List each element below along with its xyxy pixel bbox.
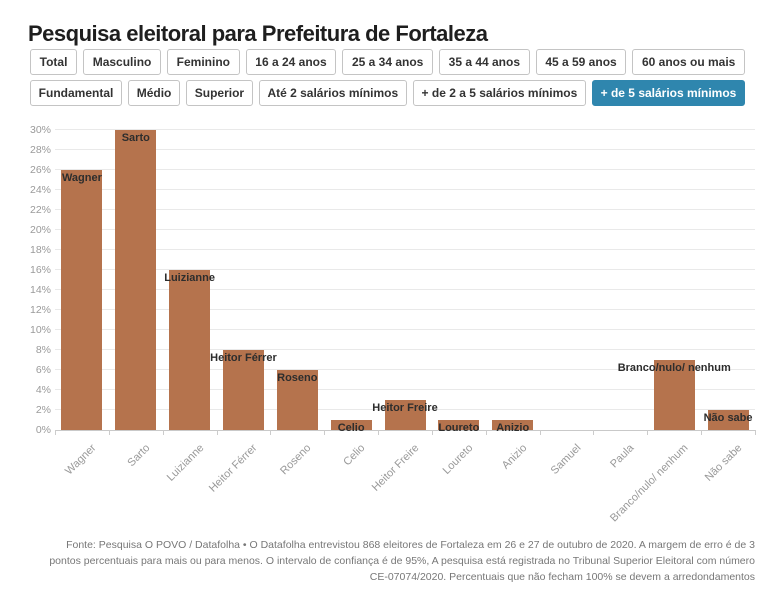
gridline-0 [55, 430, 755, 431]
filter-button-16-a-24-anos[interactable]: 16 a 24 anos [245, 49, 337, 75]
filter-button-45-a-59-anos[interactable]: 45 a 59 anos [535, 49, 627, 75]
bar-loureto[interactable] [438, 420, 480, 430]
bar-label-roseno: Roseno [277, 372, 318, 384]
x-tick-1 [108, 430, 110, 435]
gridline-26 [55, 169, 755, 170]
filter-row-1: Total Masculino Feminino 16 a 24 anos 25 a 3… [30, 49, 745, 75]
y-tick-label-30: 30% [30, 124, 52, 136]
y-tick-label-12: 12% [30, 304, 52, 316]
y-tick-label-0: 0% [35, 424, 51, 436]
filter-button-de-5-salarios-minimos[interactable]: + de 5 salários mínimos [591, 80, 746, 106]
filter-button-masculino[interactable]: Masculino [83, 49, 162, 75]
gridline-10 [55, 329, 755, 330]
x-tick-9 [539, 430, 541, 435]
x-tick-6 [378, 430, 380, 435]
x-tick-4 [270, 430, 272, 435]
bar-anizio[interactable] [492, 420, 534, 430]
y-tick-label-16: 16% [30, 264, 52, 276]
gridline-20 [55, 229, 755, 230]
x-tick-10 [593, 430, 595, 435]
x-tick-2 [162, 430, 164, 435]
y-tick-label-14: 14% [30, 284, 52, 296]
gridline-16 [55, 269, 755, 270]
filter-button-fundamental[interactable]: Fundamental [30, 80, 123, 106]
gridline-8 [55, 349, 755, 350]
x-tick-8 [485, 430, 487, 435]
poll-bar-chart: 0% 2% 4% 6% 8% 10% 12% 14% 16% 18% 20% 22% 24% 26% 28%… [30, 124, 760, 524]
page-title: Pesquisa eleitoral para Prefeitura de Fo… [28, 20, 488, 46]
source-footnote: Fonte: Pesquisa O POVO / Datafolha • O D… [49, 539, 755, 583]
bar-branco-nulo-nenhum[interactable] [653, 360, 695, 430]
filter-button-60-anos-ou-mais[interactable]: 60 anos ou mais [632, 49, 745, 75]
filter-button-ate-2-salarios-minimos[interactable]: Até 2 salários mínimos [258, 80, 407, 106]
bar-label-loureto: Loureto [438, 422, 480, 434]
bar-label-heitor-freire: Heitor Freire [372, 402, 438, 414]
gridline-18 [55, 249, 755, 250]
bar-celio[interactable] [330, 420, 372, 430]
bar-roseno[interactable] [276, 370, 318, 430]
y-tick-label-24: 24% [30, 184, 52, 196]
bar-heitor-freire[interactable] [384, 400, 426, 430]
gridline-4 [55, 389, 755, 390]
y-tick-label-22: 22% [30, 204, 52, 216]
bar-label-sarto: Sarto [121, 132, 150, 144]
filter-button-de-2-a-5-salarios-minimos[interactable]: + de 2 a 5 salários mínimos [412, 80, 586, 106]
plot-area: Wagner Wagner Sarto Sarto Luizianne Luizianne… [55, 129, 756, 524]
y-tick-label-6: 6% [35, 364, 51, 376]
filter-button-medio[interactable]: Médio [128, 80, 181, 106]
gridline-30 [55, 129, 755, 130]
bar-label-luizianne: Luizianne [164, 272, 215, 284]
gridline-14 [55, 289, 755, 290]
gridline-22 [55, 209, 755, 210]
bar-label-celio: Celio [337, 422, 365, 434]
x-tick-11 [647, 430, 649, 435]
x-tick-13 [755, 430, 756, 435]
bar-label-anizio: Anizio [496, 422, 530, 434]
bar-label-heitor-ferrer: Heitor Férrer [210, 352, 277, 364]
x-tick-3 [216, 430, 218, 435]
y-tick-label-26: 26% [30, 164, 52, 176]
y-tick-label-28: 28% [30, 144, 52, 156]
x-tick-12 [701, 430, 703, 435]
y-tick-label-20: 20% [30, 224, 52, 236]
bar-wagner[interactable] [61, 170, 103, 430]
gridline-6 [55, 369, 755, 370]
bar-nao-sabe[interactable] [707, 410, 749, 430]
filter-button-total[interactable]: Total [30, 49, 78, 75]
filter-button-25-a-34-anos[interactable]: 25 a 34 anos [342, 49, 433, 75]
bar-label-nao-sabe: Não sabe [703, 412, 753, 424]
bar-label-wagner: Wagner [61, 172, 102, 184]
gridline-12 [55, 309, 755, 310]
gridline-24 [55, 189, 755, 190]
x-tick-5 [324, 430, 326, 435]
y-tick-label-2: 2% [35, 404, 51, 416]
filter-button-superior[interactable]: Superior [186, 80, 253, 106]
bar-heitor-ferrer[interactable] [222, 350, 264, 430]
x-tick-0 [55, 430, 56, 435]
gridline-28 [55, 149, 755, 150]
y-tick-label-10: 10% [30, 324, 52, 336]
filter-bar: Total Masculino Feminino 16 a 24 anos 25 a 3… [30, 49, 746, 106]
y-tick-label-4: 4% [35, 384, 51, 396]
y-tick-label-18: 18% [30, 244, 52, 256]
bar-sarto[interactable] [115, 130, 157, 430]
bar-luizianne[interactable] [169, 270, 211, 430]
filter-button-feminino[interactable]: Feminino [167, 49, 240, 75]
bar-label-branco-nulo-nenhum: Branco/nulo/ nenhum [617, 362, 731, 374]
y-tick-label-8: 8% [35, 344, 51, 356]
filter-button-35-a-44-anos[interactable]: 35 a 44 anos [439, 49, 530, 75]
x-tick-7 [431, 430, 433, 435]
filter-row-2: Fundamental Médio Superior Até 2 salários m… [30, 80, 746, 106]
